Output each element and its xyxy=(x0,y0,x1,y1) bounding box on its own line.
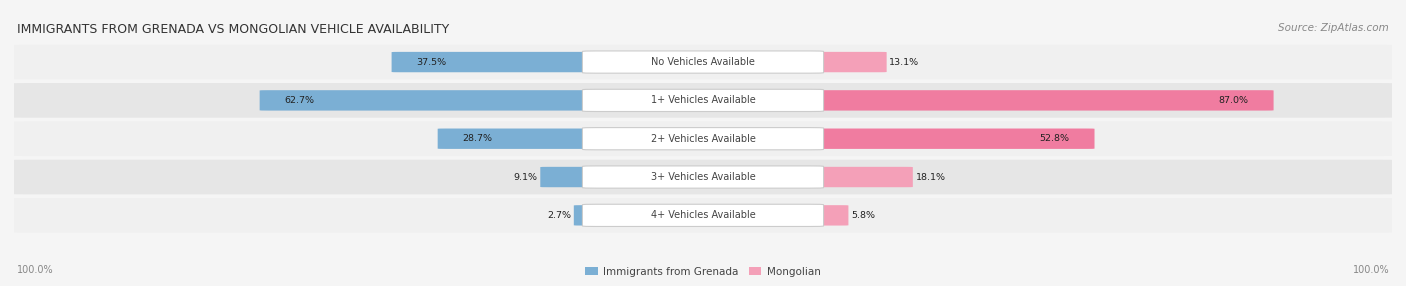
FancyBboxPatch shape xyxy=(801,167,912,187)
FancyBboxPatch shape xyxy=(582,51,824,73)
Text: IMMIGRANTS FROM GRENADA VS MONGOLIAN VEHICLE AVAILABILITY: IMMIGRANTS FROM GRENADA VS MONGOLIAN VEH… xyxy=(17,23,449,36)
FancyBboxPatch shape xyxy=(8,83,1398,118)
FancyBboxPatch shape xyxy=(582,128,824,150)
FancyBboxPatch shape xyxy=(582,204,824,227)
Text: 100.0%: 100.0% xyxy=(17,265,53,275)
Text: 62.7%: 62.7% xyxy=(284,96,315,105)
FancyBboxPatch shape xyxy=(801,128,1094,149)
Text: 13.1%: 13.1% xyxy=(890,57,920,67)
FancyBboxPatch shape xyxy=(801,52,887,72)
FancyBboxPatch shape xyxy=(392,52,605,72)
Text: 2+ Vehicles Available: 2+ Vehicles Available xyxy=(651,134,755,144)
FancyBboxPatch shape xyxy=(260,90,605,111)
FancyBboxPatch shape xyxy=(437,128,605,149)
FancyBboxPatch shape xyxy=(8,198,1398,233)
Text: 100.0%: 100.0% xyxy=(1353,265,1389,275)
Text: 52.8%: 52.8% xyxy=(1039,134,1070,143)
Text: 18.1%: 18.1% xyxy=(915,172,946,182)
FancyBboxPatch shape xyxy=(801,90,1274,111)
FancyBboxPatch shape xyxy=(582,166,824,188)
FancyBboxPatch shape xyxy=(801,205,848,226)
Text: 87.0%: 87.0% xyxy=(1219,96,1249,105)
Text: No Vehicles Available: No Vehicles Available xyxy=(651,57,755,67)
Text: 28.7%: 28.7% xyxy=(463,134,492,143)
FancyBboxPatch shape xyxy=(8,121,1398,156)
Text: 3+ Vehicles Available: 3+ Vehicles Available xyxy=(651,172,755,182)
Text: Source: ZipAtlas.com: Source: ZipAtlas.com xyxy=(1278,23,1389,33)
FancyBboxPatch shape xyxy=(8,160,1398,194)
FancyBboxPatch shape xyxy=(8,45,1398,80)
Text: 37.5%: 37.5% xyxy=(416,57,447,67)
FancyBboxPatch shape xyxy=(540,167,605,187)
Text: 1+ Vehicles Available: 1+ Vehicles Available xyxy=(651,96,755,105)
Text: 5.8%: 5.8% xyxy=(851,211,875,220)
Text: 9.1%: 9.1% xyxy=(513,172,537,182)
FancyBboxPatch shape xyxy=(574,205,605,226)
Text: 4+ Vehicles Available: 4+ Vehicles Available xyxy=(651,210,755,220)
Text: 2.7%: 2.7% xyxy=(547,211,571,220)
FancyBboxPatch shape xyxy=(582,89,824,112)
Legend: Immigrants from Grenada, Mongolian: Immigrants from Grenada, Mongolian xyxy=(581,263,825,281)
